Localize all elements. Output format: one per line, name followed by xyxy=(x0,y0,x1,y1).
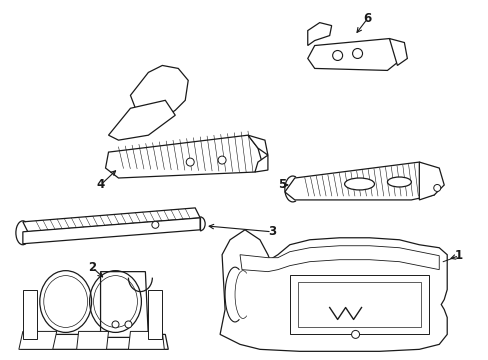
Polygon shape xyxy=(285,162,438,200)
Polygon shape xyxy=(23,289,37,339)
Circle shape xyxy=(218,156,225,164)
Polygon shape xyxy=(388,39,407,66)
Polygon shape xyxy=(108,100,175,140)
Text: 1: 1 xyxy=(454,249,462,262)
Polygon shape xyxy=(419,162,443,200)
Circle shape xyxy=(433,184,440,192)
Polygon shape xyxy=(77,332,108,349)
Polygon shape xyxy=(148,289,162,339)
Polygon shape xyxy=(240,246,438,272)
Polygon shape xyxy=(19,332,57,349)
Text: 4: 4 xyxy=(96,179,104,192)
Polygon shape xyxy=(247,135,267,155)
Polygon shape xyxy=(289,275,428,334)
Text: 3: 3 xyxy=(267,225,275,238)
Polygon shape xyxy=(128,332,164,349)
Ellipse shape xyxy=(344,178,374,190)
Polygon shape xyxy=(220,230,447,351)
Circle shape xyxy=(152,221,159,228)
Polygon shape xyxy=(254,155,267,172)
Polygon shape xyxy=(23,208,200,232)
Text: 6: 6 xyxy=(363,12,371,25)
Text: 2: 2 xyxy=(88,261,97,274)
Polygon shape xyxy=(297,282,421,328)
Polygon shape xyxy=(130,66,188,120)
Circle shape xyxy=(186,158,194,166)
Polygon shape xyxy=(101,272,148,337)
Ellipse shape xyxy=(386,177,410,187)
Polygon shape xyxy=(307,23,331,45)
Polygon shape xyxy=(21,334,168,349)
Circle shape xyxy=(112,321,119,328)
Circle shape xyxy=(332,50,342,60)
Circle shape xyxy=(125,321,132,328)
Text: 5: 5 xyxy=(277,179,285,192)
Polygon shape xyxy=(105,135,262,178)
Polygon shape xyxy=(307,39,397,71)
Circle shape xyxy=(351,330,359,338)
Circle shape xyxy=(352,49,362,58)
Polygon shape xyxy=(23,218,200,244)
